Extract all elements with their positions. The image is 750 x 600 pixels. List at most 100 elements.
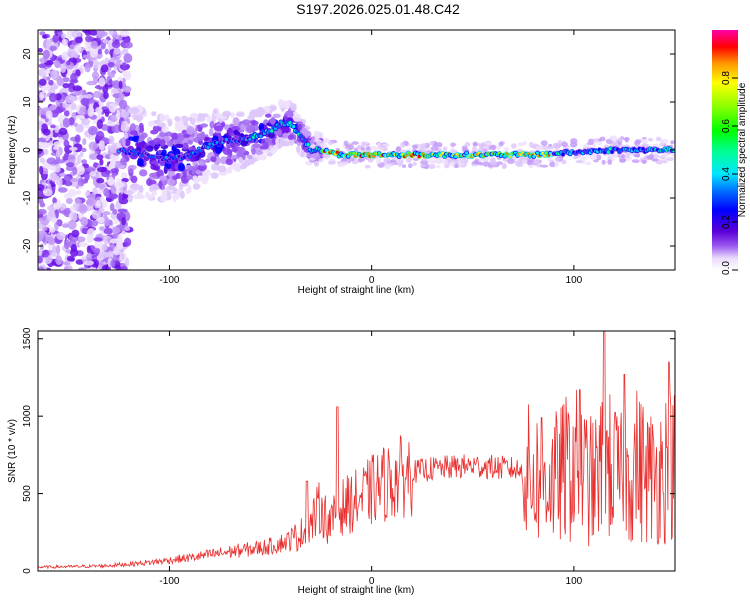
spectrogram-cell [164,114,170,122]
spectrogram-cell [79,106,87,116]
spectrogram-cell [153,119,160,125]
spectrogram-cell [441,151,445,155]
spectrogram-cell [554,142,561,149]
spectrogram-cell [76,154,81,165]
spectrogram-cell [478,157,483,163]
spectrogram-cell [88,141,98,151]
spectrogram-cell [540,140,548,147]
spectrogram-cell [104,217,110,227]
spectrogram-cell [119,99,128,110]
spectrogram-cell [443,146,448,152]
spectrogram-cell [55,244,61,255]
spectrogram-cell [198,160,205,166]
spectrogram-cell [641,159,647,164]
spectrogram-cell [38,197,44,204]
spectrogram-cell [102,211,111,216]
spectrogram-cell [313,154,321,161]
spectrogram-cell [132,130,138,137]
spectrogram-cell [128,168,134,174]
spectrogram-cell [188,155,192,159]
spectrogram-cell [388,162,396,166]
spectrogram-cell [401,164,407,169]
spectrogram-cell [461,145,468,150]
spectrogram-cell [101,243,108,251]
spectrogram-cell [201,171,211,176]
spectrogram-cell [61,33,67,39]
spectrogram-cell [161,189,168,199]
spectrogram-cell [112,226,121,235]
spectrogram-y-tick-label: 0 [22,147,33,153]
spectrogram-cell [489,161,497,166]
spectrogram-cell [302,138,307,142]
snr-x-tick-label: -100 [159,576,179,587]
spectrogram-cell [44,69,51,75]
spectrogram-cell [38,255,43,264]
spectrogram-cell [596,154,602,161]
spectrogram-cell [210,156,217,163]
spectrogram-cell [86,245,91,254]
spectrogram-cell [164,155,168,159]
spectrogram-cell [364,164,371,169]
spectrogram-cell [98,140,105,151]
spectrogram-cell [70,244,77,253]
spectrogram-cell [171,132,179,140]
spectrogram-cell [70,102,77,111]
spectrogram-cell [182,168,187,178]
spectrogram-cell [51,216,58,223]
spectrogram-cell [46,157,56,165]
spectrogram-cell [150,184,160,191]
spectrogram-y-tick-label: 10 [22,96,33,108]
spectrogram-cell [120,266,128,270]
spectrogram-cell [71,30,82,38]
spectrogram-cell [56,232,66,240]
spectrogram-cell [55,163,61,173]
spectrogram-cell [103,91,109,99]
spectrogram-cell [65,162,75,168]
spectrogram-cell [103,227,113,235]
spectrogram-cell [428,164,436,169]
spectrogram-cell [224,125,229,130]
spectrogram-cell [408,163,413,169]
spectrogram-cell [114,181,125,189]
spectrogram-cell [420,164,427,167]
spectrogram-cell [609,135,618,141]
spectrogram-cell [292,113,302,122]
spectrogram-cell [97,217,105,224]
spectrogram-cell [188,139,193,145]
spectrogram-cell [358,157,366,162]
spectrogram-cell [522,141,527,146]
spectrogram-cell [58,187,68,193]
spectrogram-cell [76,189,82,195]
spectrogram-cell [256,106,265,116]
spectrogram-cell [75,69,81,77]
spectrogram-cell [320,142,328,149]
spectrogram-cell [52,146,60,150]
spectrogram-cell [77,165,85,176]
spectrogram-cell [72,85,83,92]
spectrogram-cell [561,159,567,165]
spectrogram-cell [82,54,90,59]
spectrogram-cell [45,110,53,120]
spectrogram-cell [88,125,98,136]
spectrogram-cell [127,193,133,203]
spectrogram-cell [347,144,355,150]
spectrogram-cell [52,244,57,254]
spectrogram-cell [73,122,79,127]
spectrogram-cell [38,191,44,199]
spectrogram-cell [151,189,157,197]
spectrogram-cell [92,187,98,196]
spectrogram-cell [38,106,44,116]
spectrogram-cell [472,141,478,147]
spectrogram-cell [297,124,303,131]
spectrogram-cell [225,158,233,165]
spectrogram-cell [206,115,213,123]
spectrogram-cell [108,135,115,145]
spectrogram-cell [376,142,382,147]
spectrogram-x-tick-label: -100 [159,275,179,286]
spectrogram-cell [75,124,84,133]
spectrogram-cell [124,226,130,231]
spectrogram-cell [63,261,71,266]
spectrogram-cell [166,185,176,190]
